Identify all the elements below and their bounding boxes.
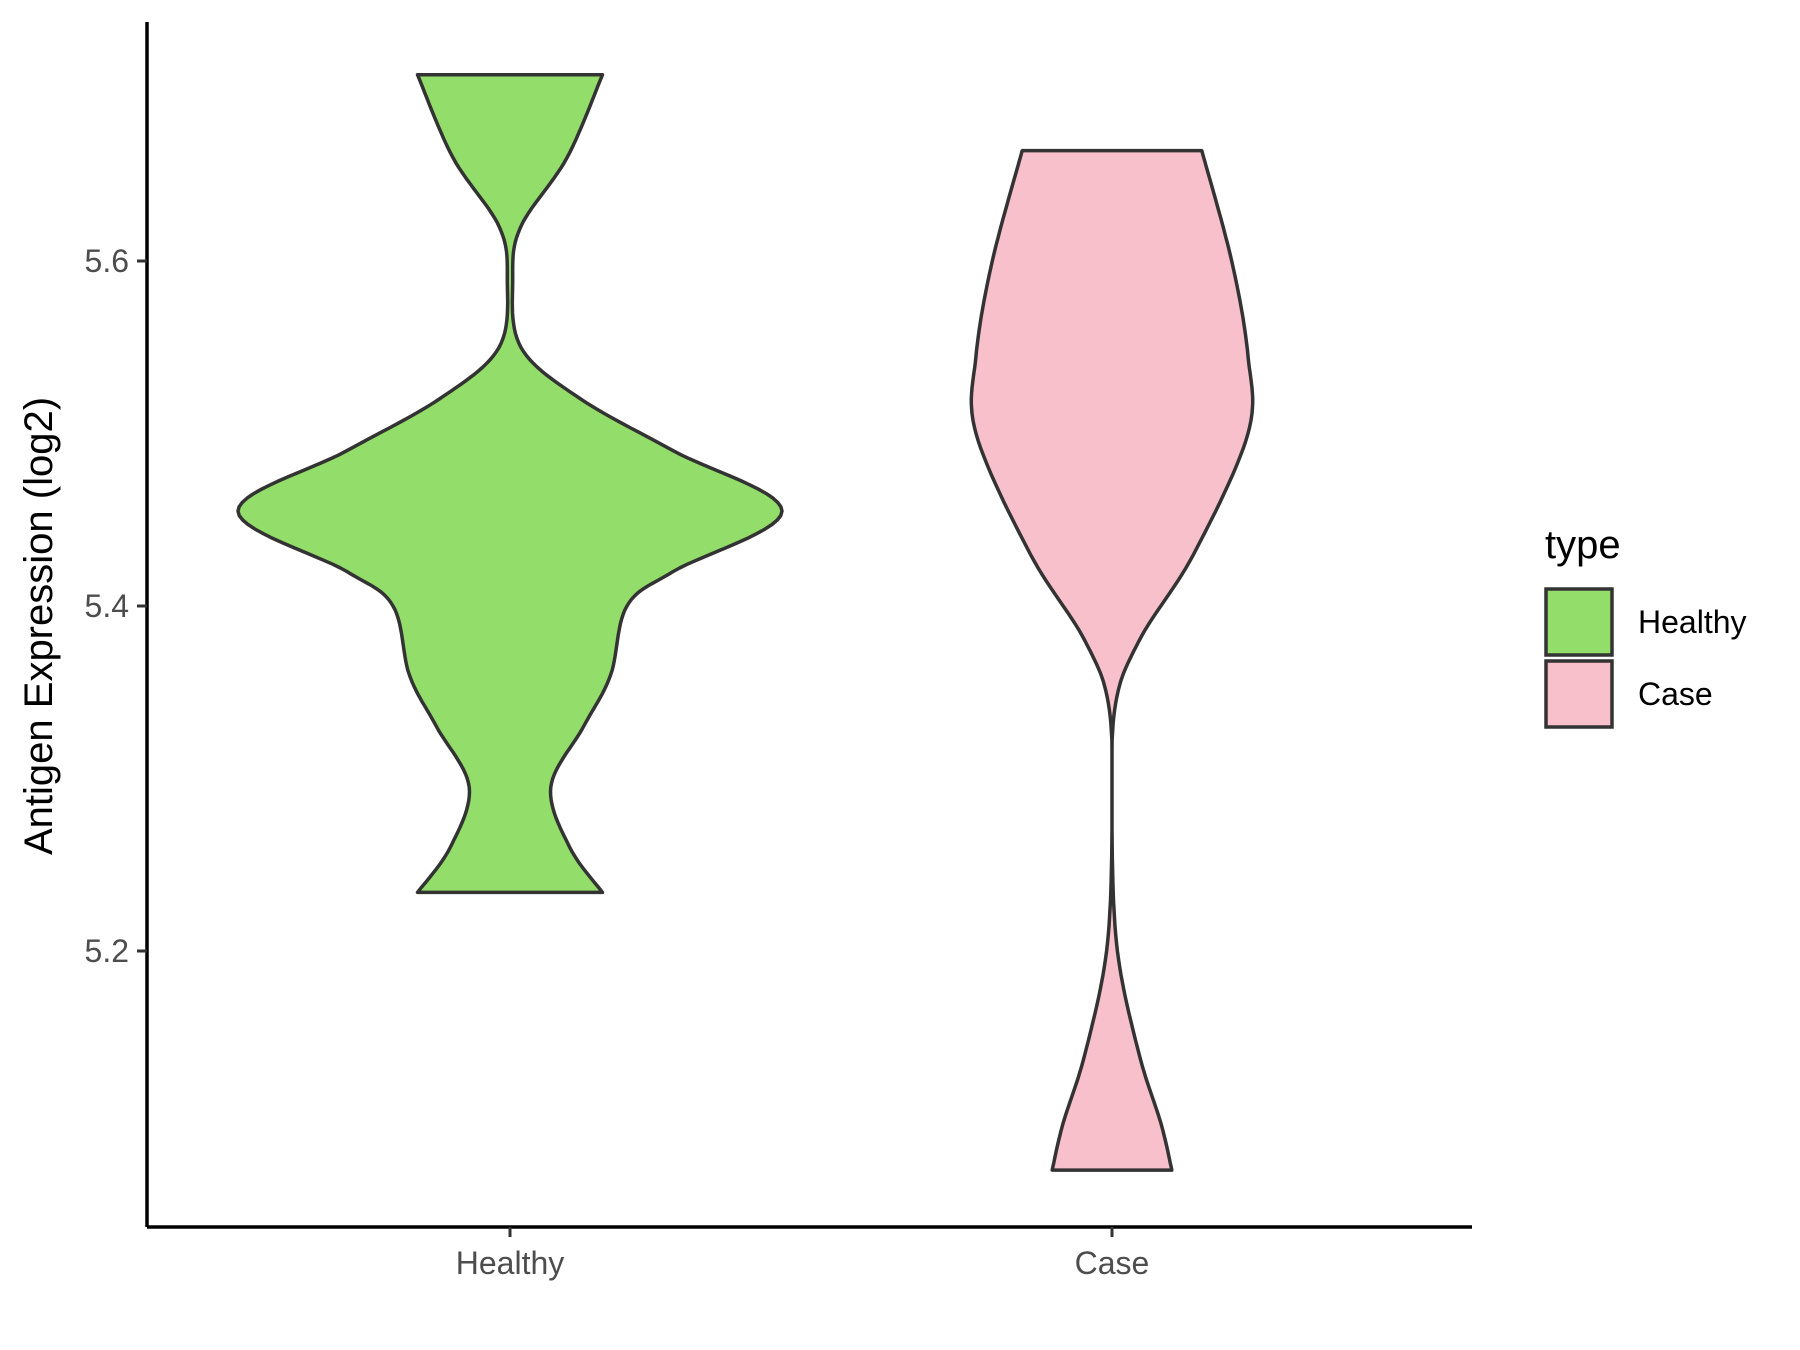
y-tick-label: 5.4 (85, 588, 129, 624)
x-axis: Healthy Case (147, 1225, 1472, 1281)
y-tick-label: 5.6 (85, 243, 129, 279)
y-axis-title: Antigen Expression (log2) (17, 397, 61, 855)
legend-label-case: Case (1638, 676, 1713, 712)
x-tick-label-healthy: Healthy (456, 1245, 565, 1281)
violin-healthy (236, 72, 784, 895)
y-tick-label: 5.2 (85, 933, 129, 969)
x-tick-label-case: Case (1075, 1245, 1150, 1281)
legend: type Healthy Case (1544, 523, 1747, 729)
violin-layer (236, 72, 1255, 1172)
legend-label-healthy: Healthy (1638, 604, 1747, 640)
y-axis: 5.2 5.4 5.6 (85, 22, 149, 1227)
legend-key-healthy (1544, 587, 1614, 657)
legend-title: type (1545, 523, 1621, 567)
violin-case (969, 148, 1255, 1172)
legend-key-case (1544, 659, 1614, 729)
